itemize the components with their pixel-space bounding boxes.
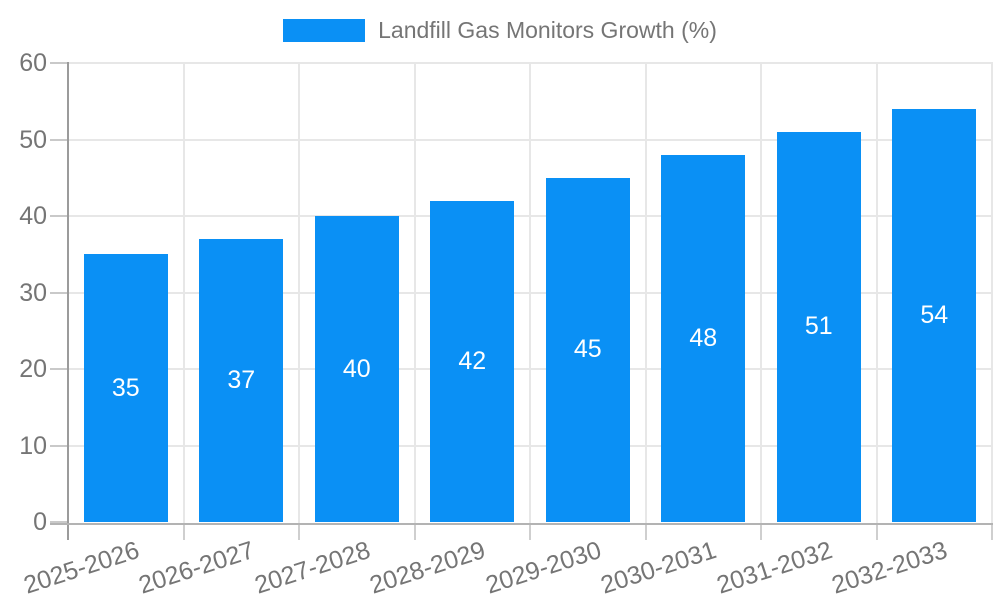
y-tick-label: 20 (19, 355, 47, 383)
bar-value-label: 48 (689, 323, 718, 352)
gridline-vertical (182, 62, 185, 523)
gridline-vertical (760, 62, 762, 523)
gridline-vertical (529, 62, 531, 523)
bar: 37 (199, 238, 284, 522)
bar: 45 (545, 177, 630, 522)
legend-label: Landfill Gas Monitors Growth (%) (378, 17, 717, 43)
x-tick (413, 523, 416, 540)
x-tick (760, 523, 762, 540)
gridline-vertical (298, 62, 300, 523)
bar-value-label: 35 (111, 373, 140, 402)
y-tick (50, 368, 68, 370)
bar-value-label: 42 (458, 346, 487, 375)
bar: 35 (83, 254, 168, 522)
y-tick (50, 138, 68, 141)
y-tick (50, 521, 68, 523)
y-tick (50, 215, 68, 217)
gridline-vertical (991, 62, 993, 523)
x-axis-line (50, 523, 993, 525)
gridline-vertical (413, 62, 416, 523)
y-tick-label: 60 (19, 49, 47, 77)
bar-value-label: 37 (227, 365, 256, 394)
legend: Landfill Gas Monitors Growth (%) (0, 17, 1000, 44)
x-tick (991, 523, 993, 540)
bar: 54 (892, 108, 977, 522)
x-tick (529, 523, 531, 540)
gridline-vertical (644, 62, 647, 523)
x-tick (644, 523, 647, 540)
bar: 40 (314, 216, 399, 522)
gridline-vertical (875, 62, 878, 523)
y-axis-line (67, 62, 69, 540)
bar-value-label: 45 (573, 335, 602, 364)
y-tick-label: 50 (19, 125, 47, 154)
x-tick (875, 523, 878, 540)
y-tick-label: 0 (33, 508, 47, 536)
bar: 51 (776, 131, 861, 522)
y-tick-label: 30 (19, 278, 47, 307)
legend-swatch (283, 19, 366, 42)
y-tick-label: 40 (19, 202, 47, 230)
bar-value-label: 40 (342, 354, 371, 383)
bar: 48 (661, 154, 746, 522)
x-tick (298, 523, 300, 540)
bar-value-label: 51 (804, 312, 833, 341)
y-tick-label: 10 (19, 431, 47, 460)
y-tick (50, 62, 68, 64)
y-tick (50, 444, 68, 447)
x-tick (182, 523, 185, 540)
bar-value-label: 54 (920, 300, 949, 329)
y-tick (50, 291, 68, 294)
bar: 42 (430, 200, 515, 522)
